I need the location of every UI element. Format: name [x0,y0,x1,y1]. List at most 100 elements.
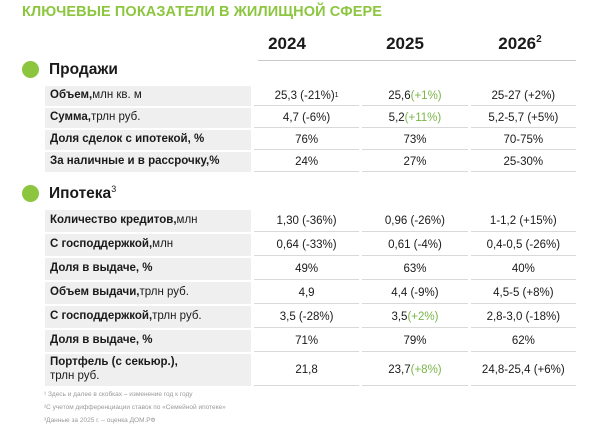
footnote-3: ³Данные за 2025 г. – оценка ДОМ.РФ [44,417,156,424]
value-2024: 0,64 (-33%) [253,234,360,256]
value-2025: 27% [362,152,468,172]
row-unit: трлн руб. [91,111,141,124]
value-2024: 1,30 (-36%) [253,210,360,232]
row-name: За наличные и в рассрочку,% [50,155,220,168]
row-label: Доля сделок с ипотекой, % [45,130,251,150]
value-2024: 49% [253,258,360,280]
value-text: 25-30% [503,155,544,168]
footnote-1: ¹ Здесь и далее в скобках – изменение го… [44,391,193,398]
value-text: 40% [511,262,535,275]
value-text: 0,61 (-4%) [388,238,442,251]
table-row: С господдержкой, трлн руб. 3,5 (-28%) 3,5 … [45,306,577,328]
row-unit: трлн руб. [152,310,202,323]
row-label: Доля в выдаче, % [45,330,251,352]
row-label: Доля в выдаче, % [45,258,251,280]
value-2025: 3,5 (+2%) [362,306,468,328]
value-2025: 73% [362,130,468,150]
row-label: Количество кредитов, млн [45,210,251,232]
value-2024: 76% [253,130,360,150]
positive-change: (+2%) [407,310,439,323]
value-text: 71% [295,334,319,347]
value-text: 25-27 (+2%) [491,89,556,102]
row-label: Объем выдачи, трлн руб. [45,282,251,304]
value-2024: 24% [253,152,360,172]
value-text: 21,8 [295,363,318,376]
row-name: Доля в выдаче, % [50,262,153,275]
value-2025: 0,96 (-26%) [362,210,468,232]
year-header-2024: 2024 [268,34,306,53]
footnote-2: ²С учетом дифференциации ставок по «Семе… [44,404,226,411]
value-text: 5,2 [388,111,405,124]
row-name: Доля сделок с ипотекой, % [50,133,205,146]
row-name: Доля в выдаче, % [50,334,153,347]
section-mortgage-heading: Ипотека3 [22,184,116,203]
positive-change: (+11%) [404,111,442,124]
value-text: 4,9 [298,286,315,299]
row-label: Объем, млн кв. м [45,86,251,106]
row-unit: млн [152,238,174,251]
value-text: 4,7 (-6%) [282,111,331,124]
value-text: 27% [403,155,427,168]
value-2025: 0,61 (-4%) [362,234,468,256]
positive-change: (+8%) [410,363,442,376]
value-2024: 21,8 [253,354,360,386]
row-unit: трлн руб. [139,286,189,299]
value-2024: 25,3 (-21%) 1 [253,86,360,106]
value-text: 2,8-3,0 (-18%) [486,310,561,323]
mortgage-table: Количество кредитов, млн 1,30 (-36%) 0,96 … [45,210,577,388]
row-name: Сумма, [50,111,92,124]
value-text: 25,3 (-21%) [274,89,335,102]
value-2025: 63% [362,258,468,280]
value-2025: 4,4 (-9%) [362,282,468,304]
value-2025: 5,2 (+11%) [362,108,468,128]
value-text: 4,4 (-9%) [391,286,439,299]
row-name: С господдержкой, [50,238,153,251]
row-name: С господдержкой, [50,310,153,323]
value-text: 25,6 [388,89,411,102]
row-name: Объем выдачи, [50,286,140,299]
section-sales-heading: Продажи [22,60,118,79]
value-2026: 5,2-5,7 (+5%) [470,108,577,128]
row-label: Сумма, трлн руб. [45,108,251,128]
table-row: Объем, млн кв. м 25,3 (-21%) 1 25,6 (+1%) 25… [45,86,577,106]
table-row: Портфель (с секьюр.), трлн руб. 21,8 23,7 (… [45,354,577,386]
value-text: 1-1,2 (+15%) [489,214,557,227]
value-text: 0,64 (-33%) [276,238,337,251]
value-text: 70-75% [503,133,544,146]
row-label: Портфель (с секьюр.), трлн руб. [45,354,251,386]
row-name: Портфель (с секьюр.), [50,356,178,368]
page-title: КЛЮЧЕВЫЕ ПОКАЗАТЕЛИ В ЖИЛИЩНОЙ СФЕРЕ [22,4,383,20]
value-2026: 62% [470,330,577,352]
section-label: Продажи [49,61,118,78]
value-text: 4,5-5 (+8%) [493,286,554,299]
value-text: 24,8-25,4 (+6%) [481,363,565,376]
value-2024: 4,7 (-6%) [253,108,360,128]
value-text: 24% [295,155,319,168]
row-label: За наличные и в рассрочку,% [45,152,251,172]
value-2026: 1-1,2 (+15%) [470,210,577,232]
sales-table: Объем, млн кв. м 25,3 (-21%) 1 25,6 (+1%) 25… [45,86,577,174]
table-row: Количество кредитов, млн 1,30 (-36%) 0,96 … [45,210,577,232]
value-text: 62% [511,334,535,347]
row-name: Количество кредитов, [50,214,177,227]
value-text: 3,5 (-28%) [279,310,334,323]
value-2026: 25-27 (+2%) [470,86,577,106]
value-text: 76% [295,133,319,146]
value-text: 5,2-5,7 (+5%) [488,111,559,124]
value-2026: 0,4-0,5 (-26%) [470,234,577,256]
section-bullet-icon [22,185,39,202]
section-label: Ипотека3 [49,184,117,202]
row-unit: млн кв. м [92,89,142,102]
table-row: За наличные и в рассрочку,% 24% 27% 25-30% [45,152,577,172]
section-bullet-icon [22,61,39,78]
value-2026: 40% [470,258,577,280]
value-2024: 71% [253,330,360,352]
row-label: С господдержкой, трлн руб. [45,306,251,328]
value-2025: 25,6 (+1%) [362,86,468,106]
value-2026: 70-75% [470,130,577,150]
value-2025: 79% [362,330,468,352]
value-text: 63% [403,262,427,275]
header-divider [258,60,576,61]
table-row: Доля в выдаче, % 71% 79% 62% [45,330,577,352]
value-text: 49% [295,262,319,275]
